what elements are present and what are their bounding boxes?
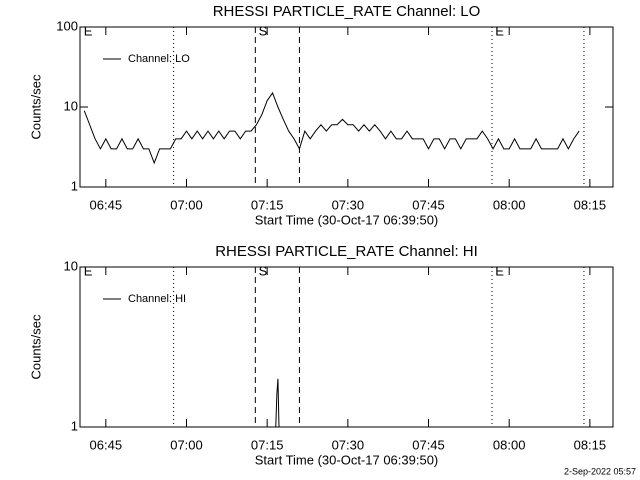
y-tick-label: 10 [64, 98, 78, 113]
x-tick-label: 07:30 [332, 197, 365, 212]
series-line [83, 91, 580, 165]
x-tick-label: 07:15 [251, 437, 284, 452]
event-flag: S [259, 263, 268, 278]
event-flag: S [259, 23, 268, 38]
x-tick-label: 08:00 [493, 197, 526, 212]
x-axis-label: Start Time (30-Oct-17 06:39:50) [255, 452, 439, 467]
x-tick-label: 07:45 [412, 197, 445, 212]
legend-label: Channel: LO [128, 53, 190, 65]
series-line [275, 378, 280, 428]
event-flag: E [84, 263, 93, 278]
x-tick-label: 07:00 [170, 437, 203, 452]
x-tick-label: 06:45 [90, 197, 123, 212]
x-tick-label: 08:15 [574, 437, 607, 452]
plot-frame [79, 266, 614, 428]
x-axis-label: Start Time (30-Oct-17 06:39:50) [255, 212, 439, 227]
x-tick-label: 08:00 [493, 437, 526, 452]
chart-title: RHESSI PARTICLE_RATE Channel: LO [213, 3, 481, 20]
event-flag: E [495, 23, 504, 38]
y-axis-label: Counts/sec [28, 74, 43, 140]
chart-title: RHESSI PARTICLE_RATE Channel: HI [215, 243, 478, 260]
y-tick-label: 1 [71, 178, 78, 193]
x-tick-label: 07:15 [251, 197, 284, 212]
y-tick-label: 1 [71, 418, 78, 433]
y-tick-label: 100 [56, 18, 78, 33]
event-flag: E [495, 263, 504, 278]
x-tick-label: 08:15 [574, 197, 607, 212]
x-tick-label: 06:45 [90, 437, 123, 452]
y-axis-label: Counts/sec [28, 314, 43, 380]
event-flag: E [84, 23, 93, 38]
x-tick-label: 07:45 [412, 437, 445, 452]
x-tick-label: 07:00 [170, 197, 203, 212]
footer: 2-Sep-2022 05:57 [564, 466, 636, 476]
x-tick-label: 07:30 [332, 437, 365, 452]
y-tick-label: 10 [64, 258, 78, 273]
legend-label: Channel: HI [128, 293, 186, 305]
